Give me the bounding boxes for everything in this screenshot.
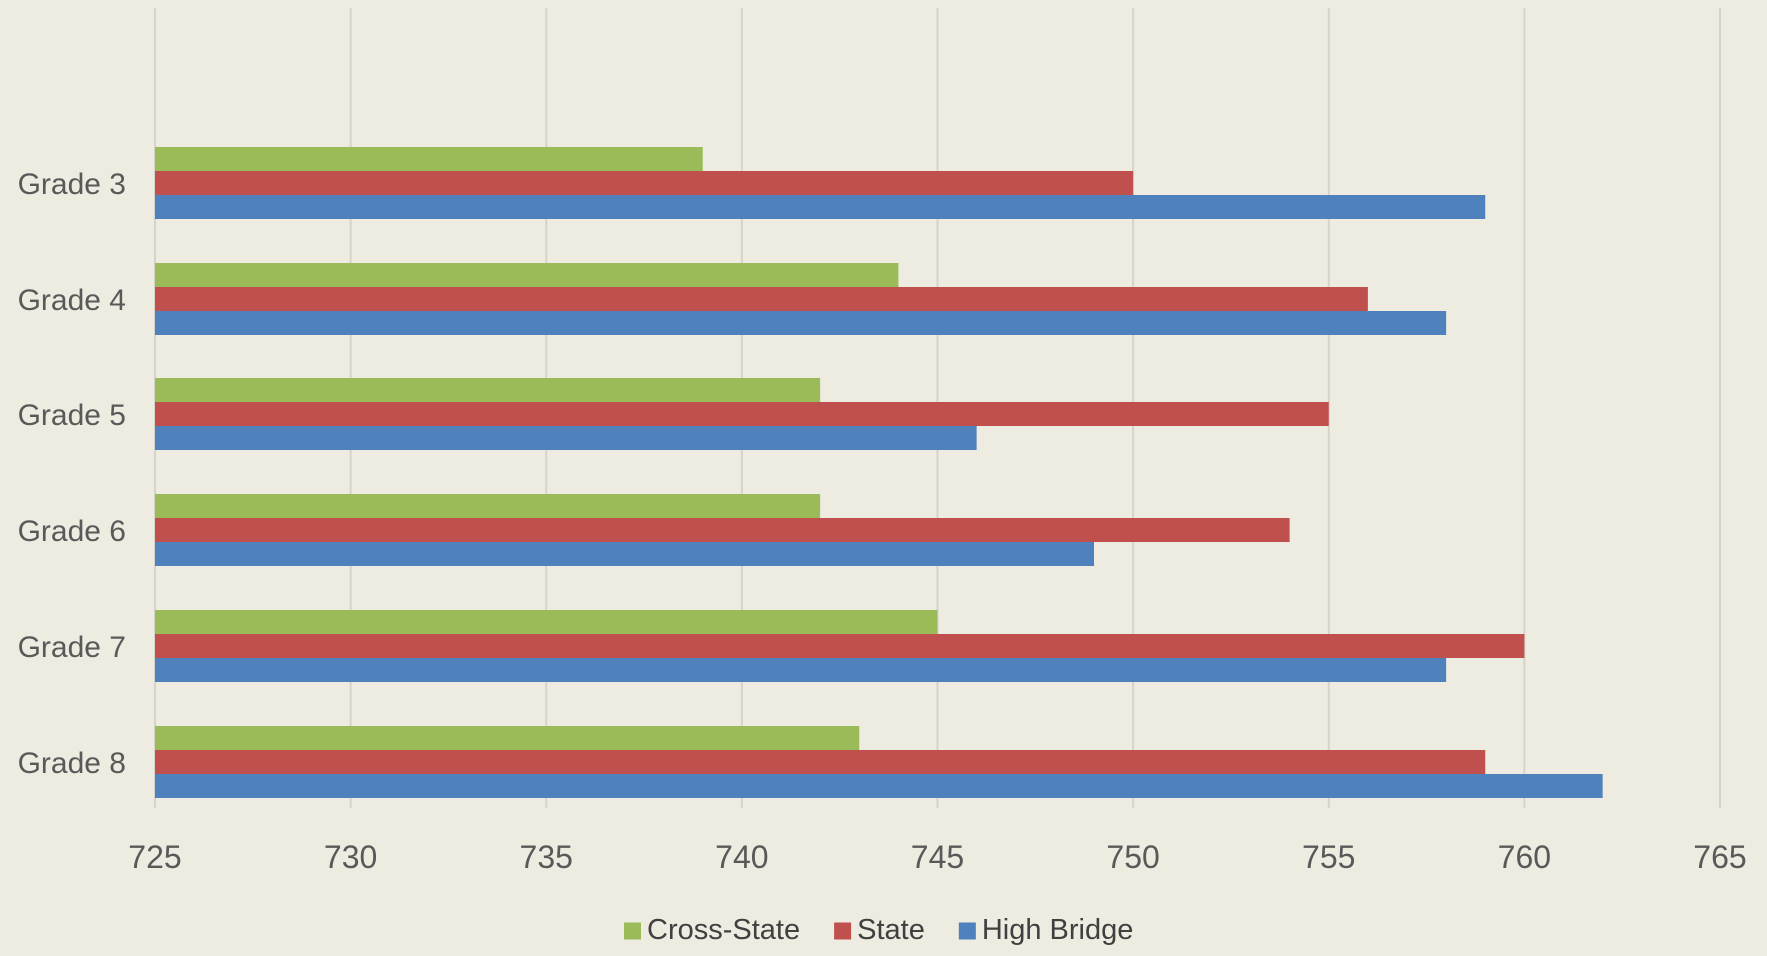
x-tick-label: 750 [1106,839,1159,875]
bar-high-bridge [155,774,1603,798]
category-labels: Grade 3 Grade 4 Grade 5 Grade 6 Grade 7 Grade… [18,168,126,780]
legend-swatch [834,922,852,940]
category-label: Grade 7 [18,631,126,664]
bar-state [155,402,1329,426]
legend-label: Cross-State [647,914,800,946]
bar-cross-state [155,494,821,518]
legend-label: State [857,914,925,946]
x-tick-label: 755 [1302,839,1355,875]
x-tick-label: 730 [324,839,377,875]
legend-label: High Bridge [982,914,1134,946]
bar-cross-state [155,147,703,171]
category-label: Grade 6 [18,515,126,548]
x-tick-label: 760 [1498,839,1551,875]
x-axis-tick-labels: 725 730 735 740 745 750 755 760 765 [128,839,1746,875]
bar-cross-state [155,263,899,287]
bar-high-bridge [155,311,1447,335]
bar-high-bridge [155,195,1486,219]
x-tick-label: 735 [520,839,573,875]
bars [155,147,1603,798]
category-label: Grade 5 [18,399,126,432]
bar-state [155,750,1486,774]
legend-swatch [624,922,641,940]
category-label: Grade 8 [18,747,126,780]
bar-state [155,634,1525,658]
x-tick-label: 745 [911,839,964,875]
category-label: Grade 4 [18,284,126,317]
legend: Cross-State State High Bridge [624,914,1133,946]
bar-cross-state [155,610,938,634]
bar-state [155,171,1134,195]
bar-cross-state [155,378,821,402]
x-tick-label: 725 [128,839,181,875]
bar-high-bridge [155,658,1447,682]
bar-high-bridge [155,426,977,450]
bar-state [155,287,1368,311]
legend-swatch [958,922,976,940]
x-tick-label: 765 [1693,839,1746,875]
x-tick-label: 740 [715,839,768,875]
bar-state [155,518,1290,542]
bar-high-bridge [155,542,1094,566]
category-label: Grade 3 [18,168,126,201]
bar-cross-state [155,726,860,750]
